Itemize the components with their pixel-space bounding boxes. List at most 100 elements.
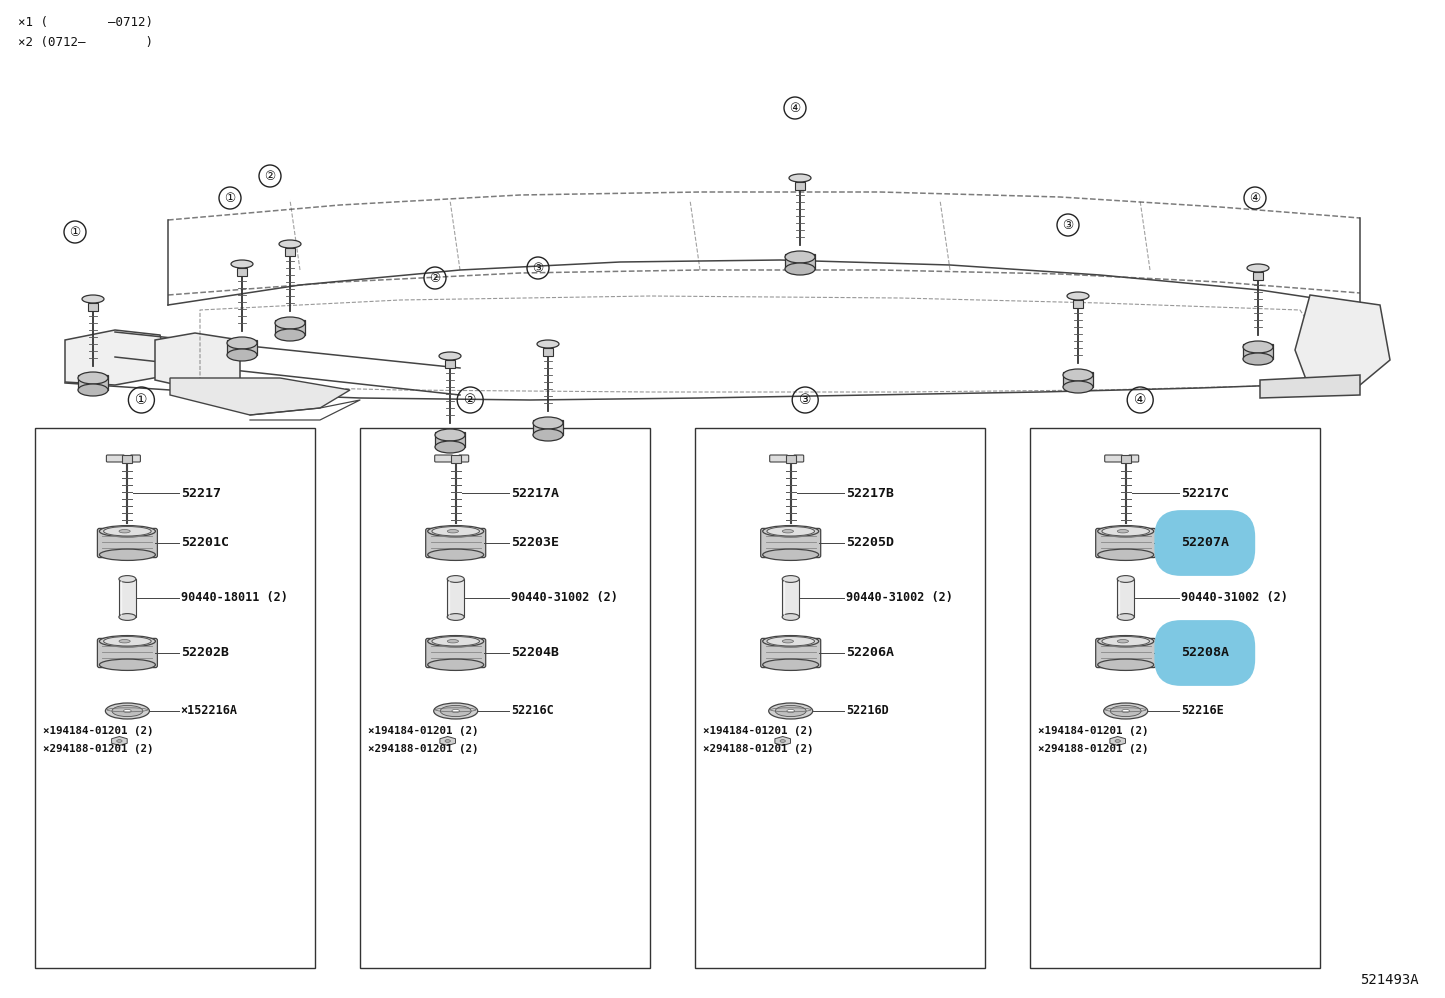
Ellipse shape xyxy=(1117,576,1134,583)
Text: 52217: 52217 xyxy=(181,486,221,500)
Ellipse shape xyxy=(445,740,451,743)
Bar xyxy=(695,428,985,968)
Text: 52201C: 52201C xyxy=(181,537,228,550)
Ellipse shape xyxy=(1064,381,1092,393)
Ellipse shape xyxy=(124,710,131,713)
Ellipse shape xyxy=(1064,369,1092,381)
Text: 52207A: 52207A xyxy=(1181,537,1228,550)
Bar xyxy=(451,455,461,463)
Bar xyxy=(78,375,108,390)
Polygon shape xyxy=(439,737,455,746)
Ellipse shape xyxy=(782,576,799,583)
FancyBboxPatch shape xyxy=(1095,528,1156,558)
Text: ②: ② xyxy=(264,170,276,183)
Polygon shape xyxy=(1295,295,1390,390)
Text: 52216E: 52216E xyxy=(1181,705,1224,718)
Text: 52216C: 52216C xyxy=(510,705,553,718)
Ellipse shape xyxy=(1103,637,1150,646)
Bar xyxy=(447,579,464,617)
Bar xyxy=(285,248,295,256)
Ellipse shape xyxy=(78,384,108,396)
Text: 52217B: 52217B xyxy=(845,486,894,500)
FancyBboxPatch shape xyxy=(1104,455,1123,462)
Text: ×1 (        –0712): ×1 ( –0712) xyxy=(17,16,153,29)
Text: ④: ④ xyxy=(1250,192,1260,205)
Text: ④: ④ xyxy=(789,102,801,115)
Ellipse shape xyxy=(763,659,819,671)
FancyBboxPatch shape xyxy=(760,528,821,558)
Ellipse shape xyxy=(1243,353,1273,365)
Text: ×194184-01201 (2): ×194184-01201 (2) xyxy=(368,726,478,736)
FancyBboxPatch shape xyxy=(770,455,788,462)
Ellipse shape xyxy=(1098,526,1153,537)
Ellipse shape xyxy=(428,659,484,671)
Text: 52203E: 52203E xyxy=(510,537,559,550)
Bar xyxy=(1121,455,1130,463)
FancyBboxPatch shape xyxy=(1129,455,1139,462)
Text: 52217A: 52217A xyxy=(510,486,559,500)
Polygon shape xyxy=(155,333,240,390)
Ellipse shape xyxy=(100,636,156,647)
Text: 90440-18011 (2): 90440-18011 (2) xyxy=(181,592,288,605)
Text: 52216D: 52216D xyxy=(845,705,889,718)
Bar xyxy=(88,303,98,311)
Bar xyxy=(435,432,465,447)
Ellipse shape xyxy=(448,530,458,533)
Ellipse shape xyxy=(434,703,478,719)
Text: ④: ④ xyxy=(1134,393,1146,407)
Ellipse shape xyxy=(118,614,136,621)
Text: 521493A: 521493A xyxy=(1360,973,1419,987)
Text: 90440-31002 (2): 90440-31002 (2) xyxy=(1181,592,1287,605)
Bar xyxy=(360,428,650,968)
Bar xyxy=(795,182,805,190)
Ellipse shape xyxy=(788,710,795,713)
Bar xyxy=(445,360,455,368)
Ellipse shape xyxy=(1110,706,1142,717)
Polygon shape xyxy=(775,737,790,746)
Ellipse shape xyxy=(275,329,305,341)
Text: ×152216A: ×152216A xyxy=(181,705,237,718)
Ellipse shape xyxy=(1247,264,1269,272)
Ellipse shape xyxy=(100,659,156,671)
Text: ①: ① xyxy=(69,226,81,239)
Ellipse shape xyxy=(100,549,156,561)
Bar xyxy=(533,420,564,435)
Ellipse shape xyxy=(1103,527,1150,536)
Text: ①: ① xyxy=(224,192,236,205)
Ellipse shape xyxy=(789,174,811,182)
Ellipse shape xyxy=(118,530,130,533)
Ellipse shape xyxy=(785,251,815,263)
FancyBboxPatch shape xyxy=(130,455,140,462)
Ellipse shape xyxy=(538,340,559,348)
Ellipse shape xyxy=(439,352,461,360)
Bar xyxy=(782,579,799,617)
Ellipse shape xyxy=(1116,740,1120,743)
Polygon shape xyxy=(171,378,350,415)
Ellipse shape xyxy=(1117,640,1129,643)
Text: ③: ③ xyxy=(1062,219,1074,232)
Text: 52205D: 52205D xyxy=(845,537,894,550)
Ellipse shape xyxy=(447,576,464,583)
FancyBboxPatch shape xyxy=(107,455,124,462)
Ellipse shape xyxy=(763,636,819,647)
Polygon shape xyxy=(1260,375,1360,398)
Bar xyxy=(786,455,796,463)
Ellipse shape xyxy=(533,417,564,429)
Ellipse shape xyxy=(428,636,484,647)
Ellipse shape xyxy=(113,706,143,717)
Ellipse shape xyxy=(1117,614,1134,621)
Ellipse shape xyxy=(118,576,136,583)
Ellipse shape xyxy=(435,441,465,453)
Ellipse shape xyxy=(1243,341,1273,353)
Text: 52206A: 52206A xyxy=(845,647,894,660)
Text: 52204B: 52204B xyxy=(510,647,559,660)
Ellipse shape xyxy=(782,614,799,621)
Ellipse shape xyxy=(776,706,806,717)
Ellipse shape xyxy=(428,549,484,561)
FancyBboxPatch shape xyxy=(435,455,452,462)
Ellipse shape xyxy=(78,372,108,384)
Ellipse shape xyxy=(231,260,253,268)
Ellipse shape xyxy=(1121,710,1130,713)
Ellipse shape xyxy=(104,637,152,646)
Bar xyxy=(1117,579,1134,617)
